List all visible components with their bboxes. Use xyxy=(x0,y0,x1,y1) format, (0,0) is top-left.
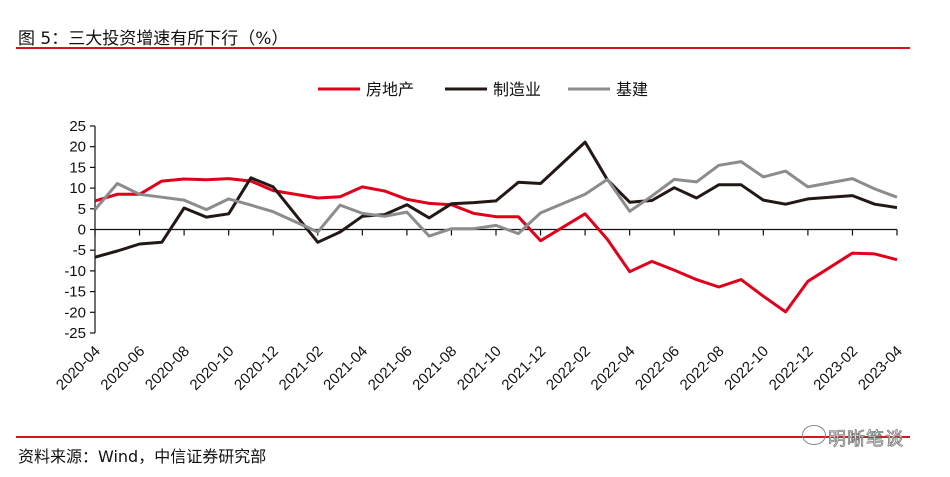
wechat-icon xyxy=(802,425,826,445)
x-tick-label: 2021-02 xyxy=(276,343,327,394)
watermark: 明晰笔谈 xyxy=(828,429,904,451)
series-line-1 xyxy=(94,177,898,314)
x-tick-label: 2021-06 xyxy=(365,343,416,394)
y-tick-label: -15 xyxy=(64,284,86,301)
x-tick-label: 2021-10 xyxy=(454,343,505,394)
legend-label-3: 基建 xyxy=(616,80,648,99)
y-tick-label: 25 xyxy=(69,118,86,135)
y-tick-label: -10 xyxy=(64,263,86,280)
legend-label-1: 房地产 xyxy=(366,80,414,99)
source-divider xyxy=(16,436,910,438)
figure-title: 图 5：三大投资增速有所下行（%） xyxy=(18,29,289,49)
x-tick-label: 2022-08 xyxy=(677,343,728,394)
x-tick-label: 2023-04 xyxy=(855,343,906,394)
y-tick-label: -20 xyxy=(64,304,86,321)
y-tick-label: 20 xyxy=(69,139,86,156)
y-tick-label: 0 xyxy=(78,222,86,239)
x-tick-label: 2022-12 xyxy=(766,343,817,394)
x-tick-label: 2020-08 xyxy=(142,343,193,394)
title-divider xyxy=(16,47,910,49)
y-tick-label: 10 xyxy=(69,180,86,197)
x-tick-label: 2023-02 xyxy=(810,343,861,394)
x-tick-label: 2020-06 xyxy=(97,343,148,394)
x-tick-label: 2022-10 xyxy=(721,343,772,394)
x-tick-label: 2022-02 xyxy=(543,343,594,394)
y-tick-label: -5 xyxy=(73,242,86,259)
series-line-3 xyxy=(93,160,898,238)
source-note: 资料来源：Wind，中信证券研究部 xyxy=(18,447,267,466)
series-line-2 xyxy=(94,140,898,259)
y-tick-label: -25 xyxy=(64,325,86,342)
x-tick-label: 2021-12 xyxy=(498,343,549,394)
x-tick-label: 2020-04 xyxy=(53,343,104,394)
y-tick-label: 15 xyxy=(69,159,86,176)
y-tick-label: 5 xyxy=(78,201,86,218)
x-tick-label: 2020-10 xyxy=(187,343,238,394)
legend-label-2: 制造业 xyxy=(493,80,541,99)
x-tick-label: 2022-04 xyxy=(588,343,639,394)
x-tick-label: 2022-06 xyxy=(632,343,683,394)
x-tick-label: 2020-12 xyxy=(231,343,282,394)
x-tick-label: 2021-08 xyxy=(409,343,460,394)
x-tick-label: 2021-04 xyxy=(320,343,371,394)
